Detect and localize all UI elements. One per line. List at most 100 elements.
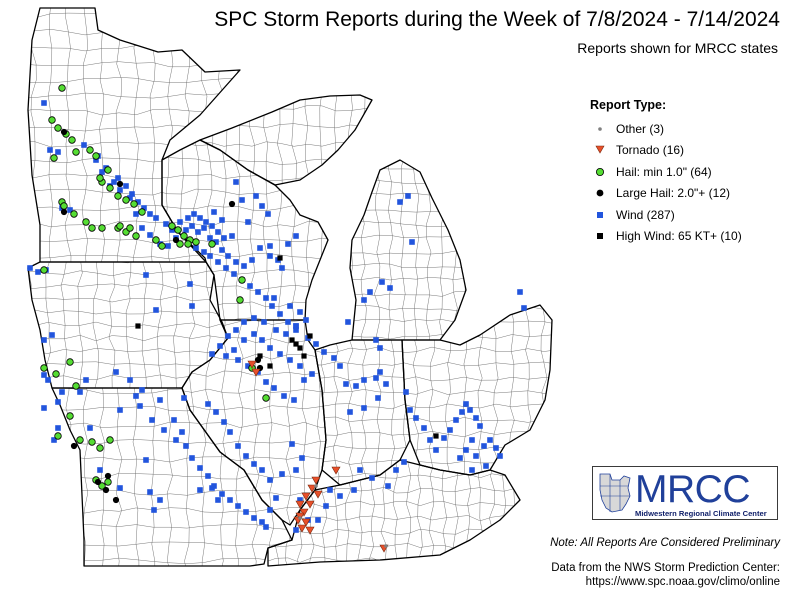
wind-report-marker: [227, 429, 233, 435]
hail-report-marker: [88, 224, 96, 232]
wind-report-marker: [183, 227, 189, 233]
high-wind-report-marker: [267, 363, 273, 369]
wind-report-marker: [251, 331, 257, 337]
legend-label-hail: Hail: min 1.0" (64): [616, 164, 712, 179]
wind-report-marker: [215, 497, 221, 503]
wind-report-marker: [97, 467, 103, 473]
wind-report-marker: [267, 345, 273, 351]
wind-report-marker: [209, 351, 215, 357]
wind-report-marker: [241, 337, 247, 343]
wind-report-marker: [297, 497, 303, 503]
wind-report-marker: [469, 467, 475, 473]
wind-report-marker: [393, 467, 399, 473]
wind-report-marker: [331, 355, 337, 361]
large-hail-report-marker: [228, 200, 236, 208]
hail-report-marker: [180, 232, 188, 240]
wind-report-marker: [279, 265, 285, 271]
hail-report-marker: [54, 432, 62, 440]
wind-report-marker: [267, 243, 273, 249]
tornado-report-marker: [301, 518, 311, 527]
hail-report-marker: [86, 146, 94, 154]
wind-report-marker: [255, 289, 261, 295]
tornado-report-marker: [301, 492, 311, 501]
wind-report-marker: [191, 211, 197, 217]
tornado-report-marker: [251, 368, 261, 377]
wind-report-marker: [215, 259, 221, 265]
wind-report-marker: [225, 333, 231, 339]
wind-report-marker: [41, 100, 47, 106]
tornado-report-marker: [313, 490, 323, 499]
wind-report-marker: [459, 409, 465, 415]
hail-report-marker: [184, 240, 192, 248]
other-report-marker: [298, 516, 302, 520]
wind-report-marker: [203, 219, 209, 225]
wind-report-marker: [441, 435, 447, 441]
hail-report-marker: [236, 296, 244, 304]
wind-report-marker: [181, 395, 187, 401]
legend-label-wind: Wind (287): [616, 207, 675, 222]
wind-report-marker: [213, 239, 219, 245]
wind-report-marker: [77, 389, 83, 395]
wind-report-marker: [129, 191, 135, 197]
wind-report-marker: [287, 357, 293, 363]
wind-report-marker: [205, 473, 211, 479]
state-borders: [27, 7, 553, 567]
hail-report-marker: [98, 224, 106, 232]
wind-report-marker: [133, 211, 139, 217]
wind-report-marker: [283, 331, 289, 337]
wind-report-marker: [179, 429, 185, 435]
high-wind-report-marker: [433, 433, 439, 439]
hail-report-marker: [70, 210, 78, 218]
wind-report-marker: [55, 399, 61, 405]
wind-report-marker: [271, 385, 277, 391]
wind-report-marker: [259, 203, 265, 209]
wind-report-marker: [127, 377, 133, 383]
hail-report-marker: [58, 84, 66, 92]
hail-report-marker: [104, 166, 112, 174]
tornado-report-marker: [247, 360, 257, 369]
legend-item-high-wind: High Wind: 65 KT+ (10): [590, 226, 790, 248]
other-dot-icon: [590, 122, 610, 136]
state-ohio: [401, 304, 553, 476]
hail-report-marker: [106, 436, 114, 444]
wind-report-marker: [375, 395, 381, 401]
wind-report-marker: [233, 259, 239, 265]
map-title: SPC Storm Reports during the Week of 7/8…: [214, 8, 780, 31]
wind-report-marker: [215, 229, 221, 235]
hail-report-marker: [72, 382, 80, 390]
hail-report-marker: [126, 224, 134, 232]
wind-report-marker: [211, 483, 217, 489]
wind-square-icon: [590, 208, 610, 222]
wind-report-marker: [189, 223, 195, 229]
wind-report-marker: [83, 377, 89, 383]
wind-report-marker: [207, 235, 213, 241]
tornado-triangle-icon: [590, 143, 610, 157]
hail-report-marker: [50, 154, 58, 162]
wind-report-marker: [481, 443, 487, 449]
other-report-marker: [314, 484, 318, 488]
wind-report-marker: [235, 357, 241, 363]
wind-report-marker: [201, 225, 207, 231]
wind-report-marker: [197, 215, 203, 221]
wind-report-marker: [111, 179, 117, 185]
wind-report-marker: [41, 337, 47, 343]
large-hail-report-marker: [60, 128, 68, 136]
legend-label-other: Other (3): [616, 121, 665, 136]
wind-report-marker: [231, 271, 237, 277]
wind-report-marker: [143, 272, 149, 278]
wind-report-marker: [261, 319, 267, 325]
wind-report-marker: [157, 397, 163, 403]
wind-report-marker: [127, 195, 133, 201]
state-michigan-lp: [349, 159, 467, 341]
wind-report-marker: [369, 475, 375, 481]
wind-report-marker: [209, 223, 215, 229]
wind-report-marker: [213, 409, 219, 415]
large-hail-circle-icon: [590, 186, 610, 200]
wind-report-marker: [151, 507, 157, 513]
wind-report-marker: [267, 253, 273, 259]
wind-report-marker: [351, 487, 357, 493]
mrcc-logo: MRCC Midwestern Regional Climate Center: [592, 466, 778, 520]
wind-report-marker: [235, 443, 241, 449]
wind-report-marker: [55, 425, 61, 431]
